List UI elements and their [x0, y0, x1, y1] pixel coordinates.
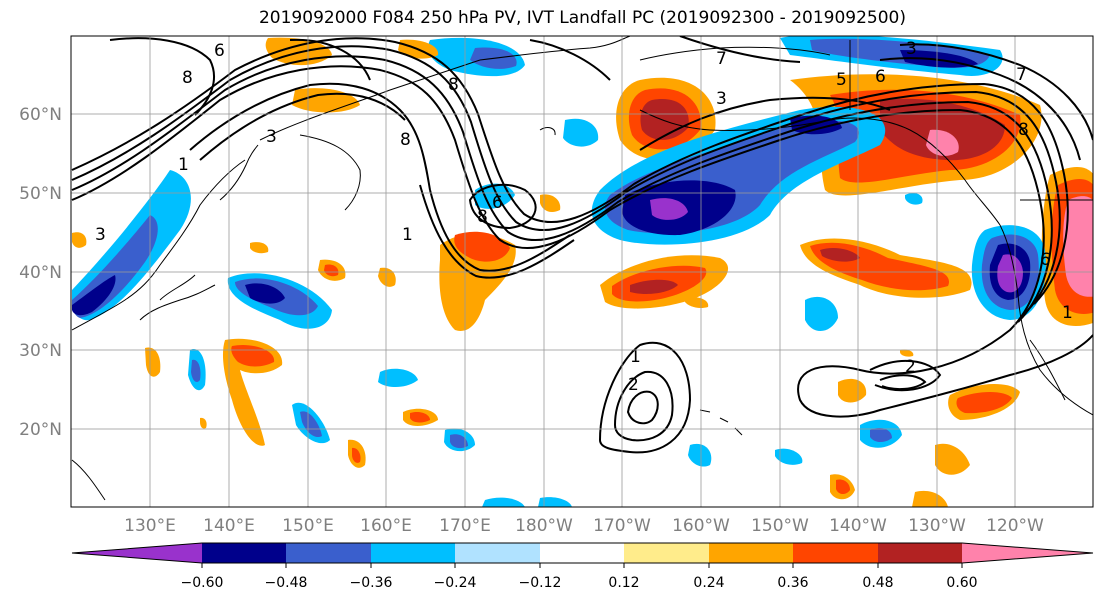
lon-label: 170°W [593, 516, 651, 536]
colorbar-tick-label: −0.12 [519, 575, 562, 591]
lon-label: 130°E [124, 516, 176, 536]
lat-label: 20°N [19, 420, 62, 440]
contour-label: 8 [1018, 120, 1029, 140]
contour-label: 1 [1062, 303, 1073, 323]
lon-label: 160°W [672, 516, 730, 536]
lon-label: 180°W [515, 516, 573, 536]
colorbar-segment [371, 543, 455, 563]
longitude-labels: 130°E 140°E 150°E 160°E 170°E 180°W 170°… [124, 516, 1044, 536]
contour-label: 8 [477, 207, 488, 227]
colorbar [71, 542, 1094, 568]
colorbar-tick-label: −0.48 [265, 575, 308, 591]
page-title: 2019092000 F084 250 hPa PV, IVT Landfall… [258, 8, 906, 28]
contour-label: 3 [906, 39, 917, 59]
contour-label: 3 [716, 89, 727, 109]
colorbar-segment [624, 543, 709, 563]
colorbar-segment [202, 543, 286, 563]
colorbar-tick-labels: −0.60 −0.48 −0.36 −0.24 −0.12 0.12 0.24 … [181, 575, 978, 591]
colorbar-segment [286, 543, 371, 563]
contour-label: 1 [178, 155, 189, 175]
lon-label: 170°E [439, 516, 491, 536]
lat-label: 60°N [19, 105, 62, 125]
contour-label: 7 [716, 49, 727, 69]
lon-label: 150°W [751, 516, 809, 536]
colorbar-tick-label: 0.36 [777, 575, 808, 591]
contour-label: 8 [400, 130, 411, 150]
colorbar-segment [455, 543, 540, 563]
contour-label: 2 [628, 375, 639, 395]
contour-label: 1 [402, 225, 413, 245]
contour-lines [71, 36, 1093, 454]
lon-label: 120°W [986, 516, 1044, 536]
colorbar-segment [540, 543, 624, 563]
colorbar-tick-label: −0.24 [434, 575, 477, 591]
contour-label-group: 6 8 3 1 3 8 8 6 8 1 7 5 6 3 3 7 8 6 1 2 … [95, 39, 1073, 395]
lon-label: 150°E [282, 516, 334, 536]
lon-label: 160°E [360, 516, 412, 536]
lon-label: 140°W [829, 516, 887, 536]
colorbar-tick-label: 0.48 [862, 575, 893, 591]
contour-label: 6 [1040, 250, 1051, 270]
latitude-labels: 60°N 50°N 40°N 30°N 20°N [19, 105, 62, 440]
contour-label: 6 [492, 193, 503, 213]
contour-label: 6 [875, 67, 886, 87]
colorbar-tick-label: 0.12 [608, 575, 639, 591]
colorbar-tick-label: 0.24 [693, 575, 724, 591]
contour-label: 7 [1016, 65, 1027, 85]
colorbar-tick-label: −0.36 [350, 575, 393, 591]
colorbar-segment [72, 543, 202, 563]
map-frame [70, 35, 1094, 508]
colorbar-segment [709, 543, 793, 563]
contour-label: 3 [95, 225, 106, 245]
colorbar-segment [878, 543, 962, 563]
contour-label: 5 [836, 70, 847, 90]
lat-label: 30°N [19, 341, 62, 361]
contour-label: 8 [182, 68, 193, 88]
colorbar-segment [962, 543, 1093, 563]
contour-label: 6 [214, 41, 225, 61]
contour-label: 3 [266, 127, 277, 147]
contour-label: 1 [630, 347, 641, 367]
colorbar-segment [793, 543, 878, 563]
lon-label: 140°E [203, 516, 255, 536]
lat-label: 40°N [19, 263, 62, 283]
lat-label: 50°N [19, 184, 62, 204]
colorbar-tick-label: 0.60 [946, 575, 977, 591]
contour-label: 8 [448, 75, 459, 95]
contour-label: 2 [905, 357, 916, 377]
gridlines [71, 36, 1093, 507]
lon-label: 130°W [908, 516, 966, 536]
map-content: 6 8 3 1 3 8 8 6 8 1 7 5 6 3 3 7 8 6 1 2 … [71, 36, 1093, 507]
colorbar-tick-label: −0.60 [181, 575, 224, 591]
